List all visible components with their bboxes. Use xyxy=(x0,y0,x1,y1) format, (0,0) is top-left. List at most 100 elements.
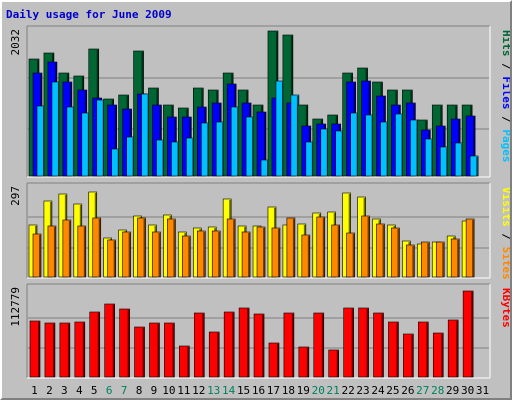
day-label-14: 14 xyxy=(222,384,236,397)
bar-sites-day-20-shadow xyxy=(322,218,325,277)
bar-sites-day-19-shadow xyxy=(307,236,310,277)
day-label-27: 27 xyxy=(416,384,429,397)
hits-files-pages-label-part-0: Hits xyxy=(500,30,510,57)
bar-sites-day-10-shadow xyxy=(173,220,176,277)
bar-kbytes-day-12-shadow xyxy=(202,314,205,377)
bar-kbytes-day-13-shadow xyxy=(217,333,220,377)
bar-sites-day-25-outline xyxy=(391,227,400,278)
bar-kbytes-day-10-shadow xyxy=(172,324,175,377)
bar-sites-day-20 xyxy=(316,217,325,277)
bar-sites-day-23-outline xyxy=(361,215,370,278)
bar-kbytes-day-12-outline xyxy=(193,312,205,378)
bar-kbytes-day-17-outline xyxy=(268,342,280,378)
bar-files-day-16 xyxy=(257,112,267,176)
bar-kbytes-day-4-shadow xyxy=(82,323,85,377)
bar-kbytes-day-28-shadow xyxy=(441,334,444,377)
bar-sites-day-21 xyxy=(331,225,340,277)
bar-sites-day-23-shadow xyxy=(367,217,370,277)
bar-sites-day-25 xyxy=(391,228,400,277)
bar-files-day-6-shadow xyxy=(114,106,117,176)
bar-kbytes-day-20-outline xyxy=(313,312,325,378)
bar-kbytes-day-11-outline xyxy=(179,345,190,378)
day-label-12: 12 xyxy=(192,384,205,397)
bar-kbytes-day-15-outline xyxy=(238,307,250,378)
bar-kbytes-day-4-outline xyxy=(74,321,86,378)
bar-kbytes-day-1-outline xyxy=(29,320,41,378)
bar-sites-day-24 xyxy=(376,224,385,277)
bar-kbytes-day-19-outline xyxy=(298,346,310,378)
bar-pages-day-19 xyxy=(305,142,314,176)
visits-sites-label-part-2: Sites xyxy=(500,247,510,280)
day-label-16: 16 xyxy=(252,384,265,397)
day-label-21: 21 xyxy=(327,384,340,397)
kbytes-label-part-0: KBytes xyxy=(500,288,510,328)
bar-kbytes-day-30-outline xyxy=(462,290,474,378)
bar-sites-day-17-outline xyxy=(271,227,281,278)
bar-kbytes-day-26-outline xyxy=(403,333,414,378)
bar-sites-day-13-shadow xyxy=(218,232,221,277)
bar-kbytes-day-9-outline xyxy=(149,322,160,378)
bar-kbytes-day-26 xyxy=(403,334,414,377)
bar-sites-day-15 xyxy=(242,232,251,277)
bar-kbytes-day-7-outline xyxy=(119,308,130,378)
bar-sites-day-22-shadow xyxy=(352,234,355,277)
bar-kbytes-day-5-shadow xyxy=(97,313,100,377)
bar-kbytes-day-24 xyxy=(373,313,384,377)
bar-sites-day-10 xyxy=(167,219,176,277)
bar-pages-day-16 xyxy=(261,160,270,176)
day-label-25: 25 xyxy=(386,384,399,397)
bar-sites-day-9 xyxy=(152,232,161,277)
bar-kbytes-day-19 xyxy=(298,347,309,377)
bar-kbytes-day-14 xyxy=(224,312,235,377)
bar-kbytes-day-7-shadow xyxy=(127,310,130,377)
day-label-30: 30 xyxy=(461,384,474,397)
bar-kbytes-day-2 xyxy=(44,323,55,377)
bar-pages-day-5 xyxy=(96,100,105,176)
bar-files-day-30-shadow xyxy=(473,117,476,176)
bar-sites-day-22 xyxy=(346,233,355,277)
bar-kbytes-day-16-outline xyxy=(253,313,265,378)
bar-sites-day-9-shadow xyxy=(158,233,161,277)
bar-kbytes-day-29 xyxy=(448,320,459,377)
bar-sites-day-6-outline xyxy=(107,239,116,278)
chart-title: Daily usage for June 2009 xyxy=(6,8,172,21)
day-label-4: 4 xyxy=(76,384,83,397)
bar-pages-day-8 xyxy=(141,94,150,176)
bar-kbytes-day-5-outline xyxy=(89,311,101,378)
bar-sites-day-29 xyxy=(451,239,460,277)
bar-kbytes-day-21-shadow xyxy=(336,351,339,377)
bar-sites-day-2-shadow xyxy=(53,227,56,277)
day-label-26: 26 xyxy=(401,384,414,397)
bar-sites-day-27 xyxy=(421,242,430,277)
day-label-13: 13 xyxy=(207,384,220,397)
bar-kbytes-day-16-shadow xyxy=(262,315,265,377)
bar-pages-day-9 xyxy=(156,140,165,176)
bar-kbytes-day-18 xyxy=(283,313,294,377)
bar-sites-day-13 xyxy=(212,231,221,277)
bar-sites-day-24-outline xyxy=(376,223,385,278)
bar-pages-day-30 xyxy=(470,156,479,176)
bar-files-day-16-shadow xyxy=(264,113,267,176)
bar-kbytes-day-4 xyxy=(74,322,85,377)
bar-pages-day-27 xyxy=(425,139,434,176)
bar-kbytes-day-29-shadow xyxy=(456,321,459,377)
bar-sites-day-21-outline xyxy=(331,224,341,278)
visits-sites-label-part-1: / xyxy=(500,227,510,247)
bar-sites-day-10-outline xyxy=(167,218,176,278)
bar-kbytes-day-2-shadow xyxy=(52,324,55,377)
bar-pages-day-4 xyxy=(81,113,90,176)
bar-sites-day-19 xyxy=(301,235,310,277)
day-label-17: 17 xyxy=(267,384,280,397)
bar-kbytes-day-22-shadow xyxy=(351,309,354,377)
bar-kbytes-day-13-outline xyxy=(208,331,220,378)
bar-kbytes-day-21-outline xyxy=(328,349,340,378)
bar-sites-day-8 xyxy=(137,218,146,277)
bar-pages-day-7 xyxy=(126,137,135,176)
bar-kbytes-day-24-outline xyxy=(373,312,384,378)
bar-sites-day-21-shadow xyxy=(337,226,340,277)
hits-files-pages-label-part-1: / xyxy=(500,57,510,77)
bar-pages-day-23 xyxy=(365,115,374,176)
bar-sites-day-4-outline xyxy=(77,225,87,278)
bar-kbytes-day-30-shadow xyxy=(471,292,474,377)
